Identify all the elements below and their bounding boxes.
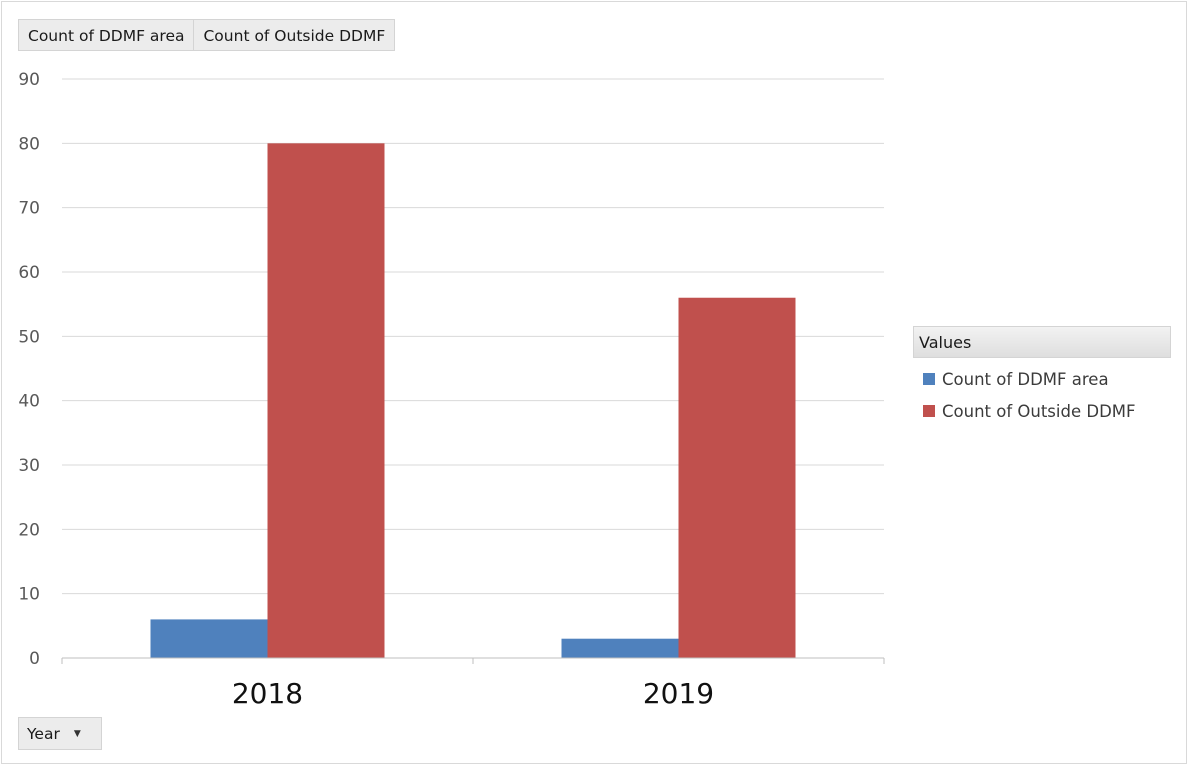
year-field-button[interactable]: Year ▼ [18, 717, 102, 750]
field-button-outside-ddmf[interactable]: Count of Outside DDMF [193, 19, 396, 51]
y-tick-label: 40 [18, 392, 40, 412]
y-tick-label: 30 [18, 456, 40, 476]
bar[interactable] [561, 638, 679, 658]
y-tick-label: 0 [29, 649, 40, 669]
y-tick-label: 70 [18, 199, 40, 219]
legend-swatch [923, 373, 935, 385]
legend-item-label: Count of DDMF area [942, 369, 1109, 389]
bar[interactable] [678, 297, 796, 658]
legend-item-outside-ddmf: Count of Outside DDMF [923, 400, 1171, 422]
bars [150, 143, 796, 659]
x-axis [61, 657, 885, 664]
bar[interactable] [267, 143, 385, 659]
y-tick-label: 10 [18, 585, 40, 605]
field-button-ddmf-area[interactable]: Count of DDMF area [18, 19, 194, 51]
value-field-buttons: Count of DDMF area Count of Outside DDMF [18, 19, 396, 51]
x-tick-label: 2018 [232, 677, 303, 710]
legend-swatch [923, 405, 935, 417]
legend-item-ddmf-area: Count of DDMF area [923, 368, 1171, 390]
x-axis-labels: 2018 2019 [232, 677, 714, 710]
triangle-down-icon[interactable]: ▼ [73, 728, 81, 739]
y-tick-label: 60 [18, 263, 40, 283]
year-field-label: Year [27, 724, 60, 743]
x-tick-label: 2019 [643, 677, 714, 710]
legend-title[interactable]: Values [913, 326, 1171, 358]
legend: Values Count of DDMF area Count of Outsi… [913, 326, 1171, 422]
y-axis-ticks: 0 10 20 30 40 50 60 70 80 90 [18, 70, 40, 669]
y-tick-label: 80 [18, 134, 40, 154]
y-tick-label: 50 [18, 327, 40, 347]
y-tick-label: 90 [18, 70, 40, 90]
gridlines [62, 78, 884, 595]
bar[interactable] [150, 619, 268, 658]
y-tick-label: 20 [18, 520, 40, 540]
legend-item-label: Count of Outside DDMF [942, 401, 1136, 421]
